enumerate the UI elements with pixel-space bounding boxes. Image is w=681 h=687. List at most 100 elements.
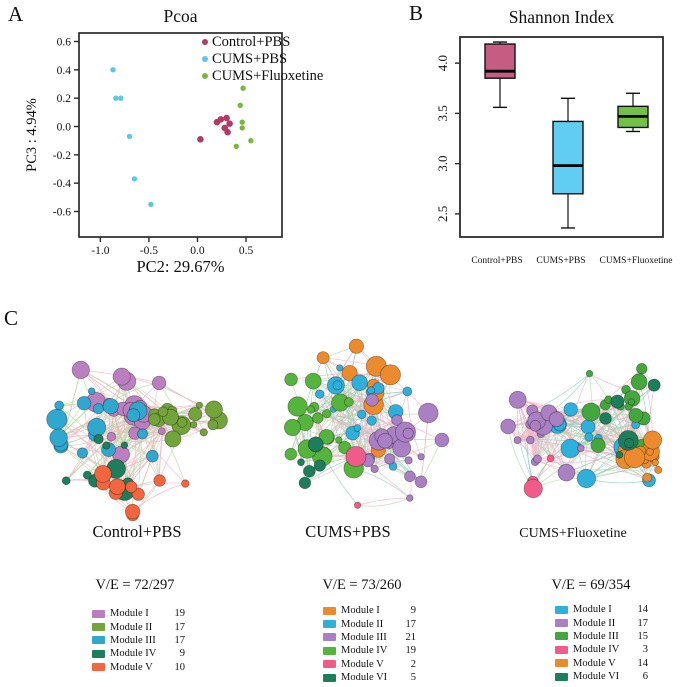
network-node [379, 364, 401, 386]
module-color-swatch [555, 659, 568, 668]
network-node [151, 375, 167, 391]
network-node [581, 402, 601, 422]
network-node [46, 408, 68, 430]
scatter-point [239, 125, 245, 131]
module-color-swatch [555, 605, 568, 614]
shannon-title: Shannon Index [509, 7, 615, 27]
x-tick-label: 0.5 [239, 245, 254, 257]
network-node [176, 417, 188, 428]
network-node [584, 432, 594, 442]
network-node [348, 338, 364, 354]
legend-label: Control+PBS [212, 34, 290, 50]
network-node [627, 398, 636, 406]
plot-frame [459, 36, 664, 238]
network-node [654, 465, 663, 474]
module-count: 2 [410, 658, 416, 670]
network-node [298, 476, 312, 490]
module-legend-item: Module II 17 [323, 617, 416, 630]
module-name: Module III [573, 630, 619, 642]
network-edge [357, 497, 410, 506]
network-node [377, 433, 393, 449]
network-node [546, 454, 555, 463]
module-name: Module V [573, 657, 616, 669]
module-color-swatch [92, 623, 105, 632]
network-node [92, 403, 105, 415]
network-node [71, 360, 90, 380]
network-node [610, 394, 625, 409]
network-node [353, 424, 362, 432]
network-node [287, 396, 308, 417]
module-count: 17 [637, 617, 649, 629]
network-node [345, 445, 367, 467]
module-name: Module V [110, 661, 153, 673]
module-name: Module III [341, 631, 387, 643]
network-node [341, 365, 358, 382]
module-count: 15 [637, 630, 649, 642]
module-name: Module IV [341, 645, 388, 657]
module-legend-item: Module III 15 [555, 630, 648, 643]
module-count: 5 [410, 672, 416, 684]
network-node [153, 474, 166, 487]
network-node [500, 418, 516, 435]
shannon-boxplot: Shannon Index 4.0 3.5 3.0 2.5 Control+PBS CUMS… [435, 7, 672, 266]
network-node [318, 429, 335, 445]
panel-label-c: C [4, 306, 19, 330]
network-node [384, 453, 396, 465]
module-legend-control-pbs: Module I 19 Module II 17 Module III 17 Module … [92, 607, 185, 674]
module-legend-item: Module VI 6 [555, 670, 648, 683]
network-node [124, 503, 141, 520]
network-node [102, 441, 111, 450]
module-legend-item: Module IV 9 [92, 647, 185, 660]
pcoa-scatter-plot: Pcoa -1.0 -0.5 0.0 0.5 0.6 0.4 0.2 0.0 -0.2 -0.4 -0… [24, 6, 323, 276]
module-color-swatch [323, 660, 336, 669]
module-name: Module II [341, 618, 384, 630]
network-nodes [283, 338, 450, 509]
network-node [406, 494, 414, 502]
network-node [284, 447, 298, 461]
module-count: 17 [174, 634, 186, 646]
network-node [315, 389, 325, 399]
network-node [188, 407, 203, 422]
network-node [417, 453, 425, 461]
network-node [157, 427, 166, 436]
network-node [525, 435, 535, 445]
network-node [195, 401, 203, 409]
network-node [343, 397, 354, 407]
module-count: 14 [637, 604, 649, 616]
network-edge [374, 468, 411, 499]
module-name: Module VI [341, 672, 388, 684]
network-title: Control+PBS [92, 522, 181, 541]
network-edge [420, 412, 429, 482]
module-color-swatch [92, 649, 105, 658]
network-node [93, 434, 104, 445]
network-node [628, 408, 644, 423]
network-node [297, 458, 305, 467]
network-node [164, 430, 182, 448]
scatter-point [239, 119, 245, 125]
module-count: 19 [405, 645, 417, 657]
network-node [313, 459, 326, 472]
scatter-point [131, 176, 138, 182]
module-legend-item: Module V 14 [555, 657, 648, 670]
network-node [189, 421, 198, 429]
network-node [370, 464, 379, 474]
network-node [523, 478, 543, 499]
network-edge [65, 408, 99, 481]
network-node [508, 390, 527, 409]
network-nodes [46, 360, 228, 522]
x-tick-label: -0.5 [140, 245, 158, 257]
scatter-point [224, 128, 231, 136]
module-color-swatch [323, 646, 336, 655]
module-legend-item: Module I 9 [323, 604, 416, 617]
scatter-point [237, 102, 243, 109]
box-category-label: Control+PBS [471, 256, 522, 266]
network-node [647, 378, 661, 392]
module-color-swatch [555, 645, 568, 654]
network-node [548, 411, 565, 427]
network-node [357, 409, 367, 420]
network-node [513, 436, 522, 445]
network-ve-label: V/E = 69/354 [551, 577, 631, 593]
pcoa-title: Pcoa [163, 6, 197, 26]
network-node [204, 400, 223, 419]
module-legend-item: Module VI 5 [323, 671, 416, 684]
